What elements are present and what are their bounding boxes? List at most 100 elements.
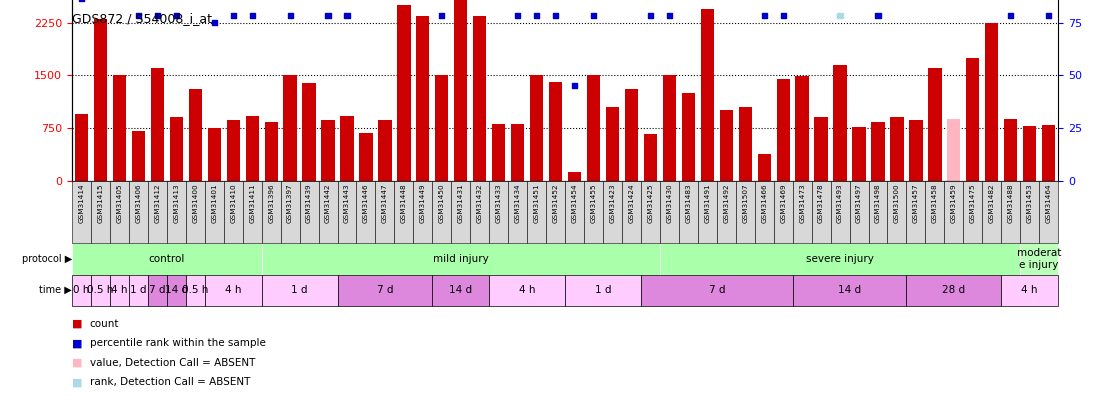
Text: GSM31413: GSM31413 xyxy=(173,184,179,224)
Bar xyxy=(755,181,773,243)
Bar xyxy=(796,76,809,181)
Bar xyxy=(833,65,847,181)
Point xyxy=(642,13,659,19)
Bar xyxy=(243,181,261,243)
Text: 1 d: 1 d xyxy=(595,285,612,295)
Bar xyxy=(947,119,961,181)
Text: ■: ■ xyxy=(72,377,82,387)
Bar xyxy=(454,0,468,181)
Bar xyxy=(188,90,202,181)
Bar xyxy=(129,275,147,306)
Point xyxy=(73,0,91,1)
Text: 0.5 h: 0.5 h xyxy=(182,285,208,295)
Point xyxy=(546,13,564,19)
Text: rank, Detection Call = ABSENT: rank, Detection Call = ABSENT xyxy=(90,377,250,387)
Bar xyxy=(413,181,432,243)
Text: GSM31433: GSM31433 xyxy=(495,184,502,224)
Bar xyxy=(91,181,110,243)
Text: GSM31431: GSM31431 xyxy=(458,184,464,224)
Text: GSM31493: GSM31493 xyxy=(837,184,843,224)
Bar xyxy=(625,90,638,181)
Text: GSM31459: GSM31459 xyxy=(951,184,957,224)
Bar xyxy=(473,16,486,181)
Bar xyxy=(983,181,1002,243)
Bar xyxy=(587,75,601,181)
Bar xyxy=(584,181,603,243)
Bar xyxy=(72,181,91,243)
Bar xyxy=(640,275,792,306)
Bar xyxy=(75,114,89,181)
Bar xyxy=(280,181,299,243)
Text: GSM31443: GSM31443 xyxy=(343,184,350,224)
Text: GSM31439: GSM31439 xyxy=(306,184,312,224)
Point xyxy=(869,13,886,19)
Text: GSM31457: GSM31457 xyxy=(913,184,919,224)
Point xyxy=(167,13,185,19)
Text: GSM31448: GSM31448 xyxy=(401,184,407,224)
Bar xyxy=(888,181,906,243)
Text: protocol ▶: protocol ▶ xyxy=(22,254,72,264)
Bar xyxy=(378,119,391,181)
Text: 4 h: 4 h xyxy=(225,285,242,295)
Bar xyxy=(527,181,546,243)
Text: 14 d: 14 d xyxy=(449,285,472,295)
Text: GSM31483: GSM31483 xyxy=(686,184,691,224)
Bar xyxy=(717,181,736,243)
Point xyxy=(244,13,261,19)
Text: 1 d: 1 d xyxy=(130,285,146,295)
Point xyxy=(433,13,451,19)
Text: GSM31464: GSM31464 xyxy=(1046,184,1051,224)
Text: GSM31492: GSM31492 xyxy=(724,184,729,224)
Bar xyxy=(546,181,565,243)
Text: 28 d: 28 d xyxy=(942,285,965,295)
Bar xyxy=(321,119,335,181)
Bar xyxy=(490,181,509,243)
Text: GSM31423: GSM31423 xyxy=(609,184,615,224)
Bar xyxy=(432,181,451,243)
Text: GSM31410: GSM31410 xyxy=(230,184,236,224)
Text: time ▶: time ▶ xyxy=(39,285,72,295)
Text: GSM31469: GSM31469 xyxy=(780,184,787,224)
Bar xyxy=(565,275,640,306)
Text: severe injury: severe injury xyxy=(807,254,874,264)
Bar xyxy=(72,243,261,275)
Point xyxy=(338,13,356,19)
Point xyxy=(224,13,242,19)
Text: 7 d: 7 d xyxy=(377,285,393,295)
Bar xyxy=(129,181,147,243)
Bar xyxy=(679,181,698,243)
Point xyxy=(527,13,545,19)
Bar xyxy=(224,181,243,243)
Bar xyxy=(831,181,850,243)
Bar xyxy=(944,181,963,243)
Bar xyxy=(929,68,942,181)
Bar xyxy=(663,75,676,181)
Text: GSM31430: GSM31430 xyxy=(666,184,673,224)
Text: ■: ■ xyxy=(72,319,82,329)
Text: GSM31491: GSM31491 xyxy=(705,184,710,224)
Bar xyxy=(417,16,430,181)
Text: GSM31406: GSM31406 xyxy=(135,184,142,224)
Bar xyxy=(644,134,657,181)
Bar xyxy=(773,181,792,243)
Bar xyxy=(660,243,1020,275)
Bar xyxy=(1023,126,1036,181)
Bar xyxy=(246,116,259,181)
Text: GSM31452: GSM31452 xyxy=(553,184,558,224)
Text: GSM31405: GSM31405 xyxy=(116,184,122,224)
Bar xyxy=(852,127,865,181)
Text: GSM31432: GSM31432 xyxy=(476,184,483,224)
Bar xyxy=(792,181,811,243)
Point xyxy=(774,13,792,19)
Bar xyxy=(698,181,717,243)
Bar xyxy=(451,181,470,243)
Text: GSM31449: GSM31449 xyxy=(420,184,425,224)
Text: 0.5 h: 0.5 h xyxy=(88,285,114,295)
Text: value, Detection Call = ABSENT: value, Detection Call = ABSENT xyxy=(90,358,255,368)
Text: 1 d: 1 d xyxy=(291,285,308,295)
Bar xyxy=(299,181,319,243)
Bar xyxy=(319,181,338,243)
Bar xyxy=(261,181,280,243)
Bar xyxy=(568,172,582,181)
Bar xyxy=(966,58,979,181)
